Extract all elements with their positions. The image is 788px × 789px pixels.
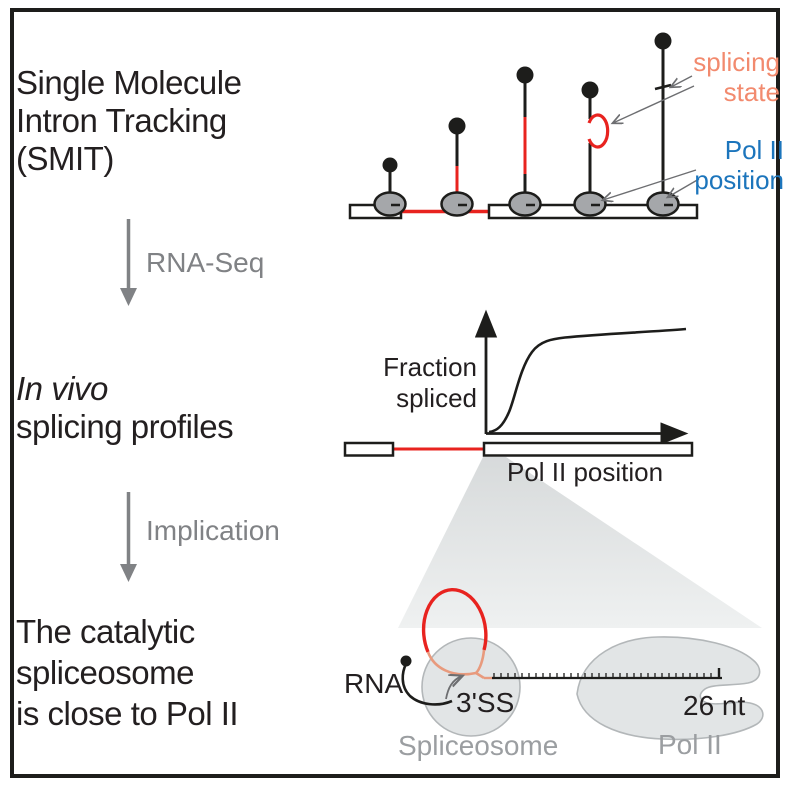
rna-cap-dot [581, 81, 599, 99]
distance-26nt-label: 26 nt [683, 690, 746, 721]
pol2-oval [508, 191, 542, 217]
figure-border [10, 8, 780, 778]
threeSS-pointer-arrow [445, 676, 462, 700]
fraction-spliced-plot [474, 309, 689, 445]
exon1-box [343, 441, 395, 457]
rna-cap-dot [654, 32, 672, 50]
nascent-transcript-3 [516, 66, 534, 196]
rna-cap-dot [516, 66, 534, 84]
rna-seq-label: RNA-Seq [146, 247, 265, 278]
in-vivo-text: In vivo [16, 370, 108, 407]
spliceosome-caption: Spliceosome [398, 730, 559, 761]
result-title: In vivo splicing profiles [16, 370, 234, 446]
splice-junction-tick [654, 83, 672, 91]
rna-cap-dot [448, 117, 466, 135]
pol2-oval [440, 191, 474, 217]
pol2-oval [646, 191, 680, 217]
pol2-oval [373, 191, 407, 217]
pol2-ovals [373, 191, 680, 217]
nascent-transcript-5 [654, 32, 672, 196]
implication-arrow-icon [120, 492, 137, 582]
rna-label: RNA [344, 668, 404, 699]
exon2-box [482, 441, 694, 457]
nascent-transcript-2 [448, 117, 466, 197]
pol2-oval [573, 191, 607, 217]
title-line: Intron Tracking [16, 102, 227, 139]
conclusion-title: The catalytic spliceosome is close to Po… [16, 611, 239, 734]
rna-5prime [400, 655, 463, 706]
splicing-profiles-text: splicing profiles [16, 408, 234, 445]
ruler-ticks [493, 673, 712, 677]
splicing-state-label: splicing state [693, 47, 780, 107]
rna-cap-dot [400, 655, 412, 667]
annotation-pointers [603, 75, 700, 200]
rna-seq-arrow-icon [120, 219, 137, 306]
three-prime-ss-label: 3'SS [456, 687, 515, 718]
zoom-cone [398, 457, 762, 628]
implication-label: Implication [146, 515, 280, 546]
conclusion-line: spliceosome [16, 654, 194, 691]
nascent-transcript-4 [581, 81, 610, 196]
pol2-caption: Pol II [658, 729, 722, 760]
plot-gene-track [343, 441, 694, 457]
intron-lariat [421, 587, 488, 680]
plot-xlabel: Pol II position [507, 457, 664, 487]
plot-ylabel: Fraction spliced [383, 352, 477, 413]
pol2-position-label: Pol II position [694, 135, 784, 195]
spliceosome-body [421, 637, 521, 737]
rna-cap-dot [382, 157, 398, 173]
lariat-loop-icon [587, 113, 610, 149]
conclusion-line: is close to Pol II [16, 695, 239, 732]
conclusion-line: The catalytic [16, 613, 195, 650]
method-title: Single Molecule Intron Tracking (SMIT) [16, 64, 242, 178]
sigmoid-curve [488, 327, 687, 434]
nascent-transcript-1 [382, 157, 398, 196]
rna-ruler [484, 668, 722, 680]
title-line: (SMIT) [16, 140, 114, 177]
pol2-body [576, 636, 764, 741]
title-line: Single Molecule [16, 64, 242, 101]
